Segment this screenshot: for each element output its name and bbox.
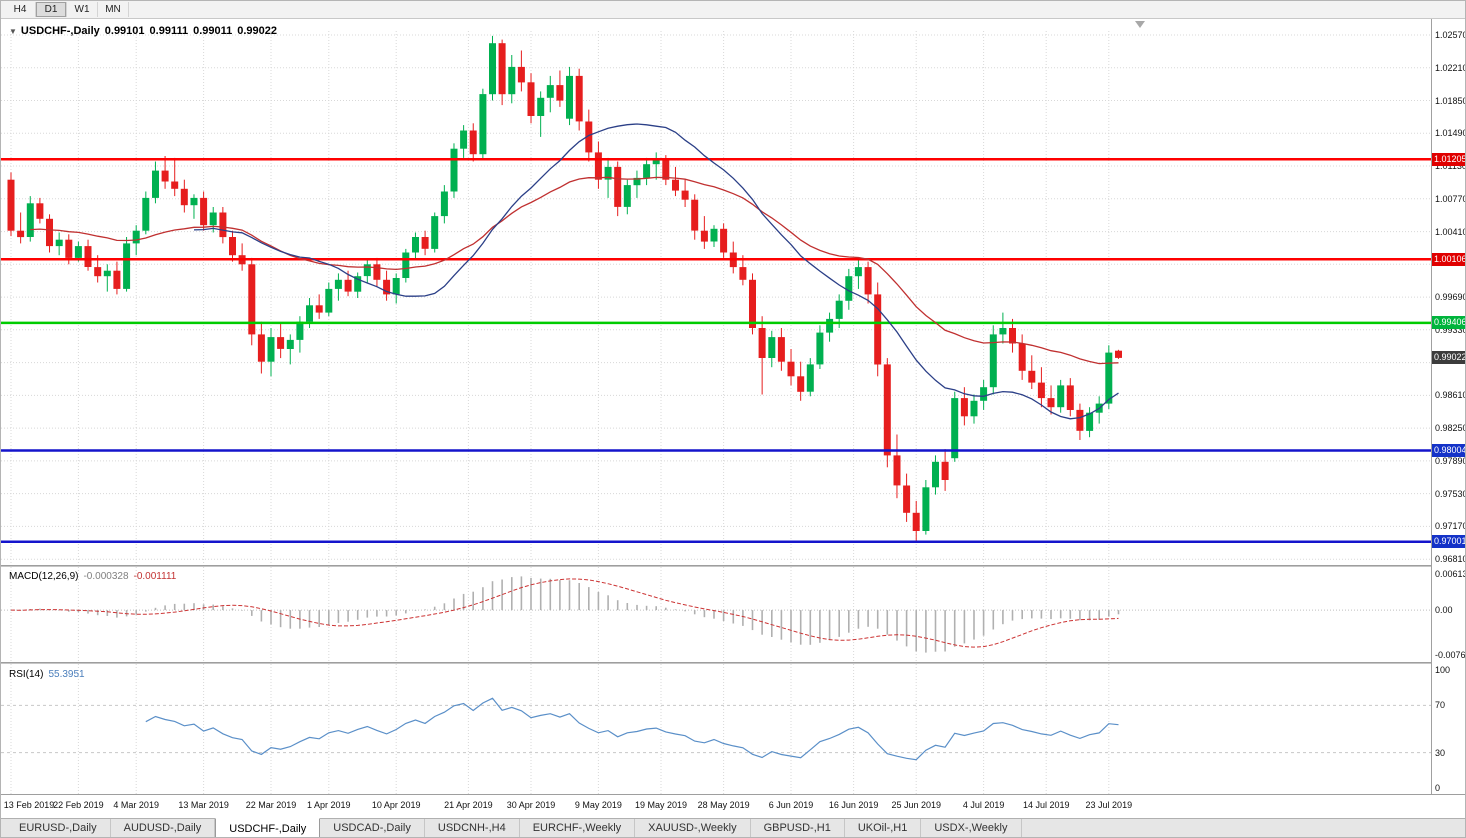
price-chart-canvas[interactable] (1, 19, 1431, 565)
tab-xauusd-weekly[interactable]: XAUUSD-,Weekly (635, 819, 751, 837)
time-axis-label: 4 Jul 2019 (962, 800, 1005, 810)
macd-panel-splitter[interactable] (1, 565, 1465, 567)
rsi-panel-canvas[interactable] (1, 664, 1431, 794)
low-value: 0.99011 (193, 25, 233, 37)
chart-tab-bar: EURUSD-,Daily AUDUSD-,Daily USDCHF-,Daily U… (1, 818, 1465, 837)
collapse-triangle-icon[interactable]: ▼ (9, 27, 17, 36)
price-axis[interactable] (1431, 19, 1465, 794)
time-axis-label: 19 May 2019 (634, 800, 688, 810)
tab-audusd-daily[interactable]: AUDUSD-,Daily (111, 819, 216, 837)
timeframe-button-w1[interactable]: W1 (67, 2, 98, 17)
close-value: 0.99022 (237, 25, 278, 37)
time-axis-label: 13 Mar 2019 (178, 800, 229, 810)
time-axis-label: 25 Jun 2019 (891, 800, 941, 810)
macd-signal-value: -0.001111 (133, 571, 177, 582)
timeframe-button-h4[interactable]: H4 (5, 2, 36, 17)
time-axis-label: 13 Feb 2019 (3, 800, 55, 810)
macd-main-value: -0.000328 (83, 571, 129, 582)
time-axis-label: 28 May 2019 (697, 800, 750, 810)
chart-shift-marker[interactable] (1135, 21, 1145, 28)
time-axis-label: 6 Jun 2019 (768, 800, 814, 810)
time-axis-label: 22 Feb 2019 (53, 800, 104, 810)
time-axis-label: 30 Apr 2019 (506, 800, 556, 810)
time-axis-label: 4 Mar 2019 (113, 800, 159, 810)
time-axis-label: 16 Jun 2019 (828, 800, 879, 810)
macd-indicator-label: MACD(12,26,9) -0.000328 -0.001111 (9, 571, 176, 582)
time-axis-label: 21 Apr 2019 (444, 800, 493, 810)
macd-panel-canvas[interactable] (1, 567, 1431, 662)
timeframe-toolbar: H4 D1 W1 MN (1, 1, 1465, 19)
rsi-indicator-label: RSI(14) 55.3951 (9, 669, 85, 680)
tab-gbpusd-h1[interactable]: GBPUSD-,H1 (751, 819, 845, 837)
tab-eurchf-weekly[interactable]: EURCHF-,Weekly (520, 819, 636, 837)
time-axis[interactable]: 13 Feb 2019 22 Feb 2019 4 Mar 2019 13 Mar 2… (1, 794, 1465, 818)
rsi-value: 55.3951 (48, 669, 85, 680)
time-axis-label: 23 Jul 2019 (1085, 800, 1133, 810)
tab-eurusd-daily[interactable]: EURUSD-,Daily (6, 819, 111, 837)
symbol-timeframe-label: USDCHF-,Daily (20, 25, 100, 37)
tab-ukoil-h1[interactable]: UKOil-,H1 (845, 819, 922, 837)
open-value: 0.99101 (104, 25, 145, 37)
rsi-name: RSI(14) (9, 669, 44, 680)
tab-usdcad-daily[interactable]: USDCAD-,Daily (320, 819, 425, 837)
timeframe-button-mn[interactable]: MN (98, 2, 129, 17)
time-axis-label: 22 Mar 2019 (245, 800, 297, 810)
high-value: 0.99111 (149, 25, 189, 37)
chart-symbol-header: ▼ USDCHF-,Daily 0.99101 0.99111 0.99011 0.990… (9, 25, 277, 37)
macd-name: MACD(12,26,9) (9, 571, 79, 582)
time-axis-label: 1 Apr 2019 (307, 800, 351, 810)
tab-usdcnh-h4[interactable]: USDCNH-,H4 (425, 819, 520, 837)
timeframe-buttons: H4 D1 W1 MN (1, 1, 129, 18)
timeframe-button-d1[interactable]: D1 (36, 2, 67, 17)
tab-usdx-weekly[interactable]: USDX-,Weekly (921, 819, 1022, 837)
tab-usdchf-daily[interactable]: USDCHF-,Daily (215, 818, 321, 837)
rsi-panel-splitter[interactable] (1, 662, 1465, 664)
time-axis-label: 14 Jul 2019 (1022, 800, 1070, 810)
time-axis-label: 9 May 2019 (574, 800, 622, 810)
time-axis-label: 10 Apr 2019 (371, 800, 421, 810)
